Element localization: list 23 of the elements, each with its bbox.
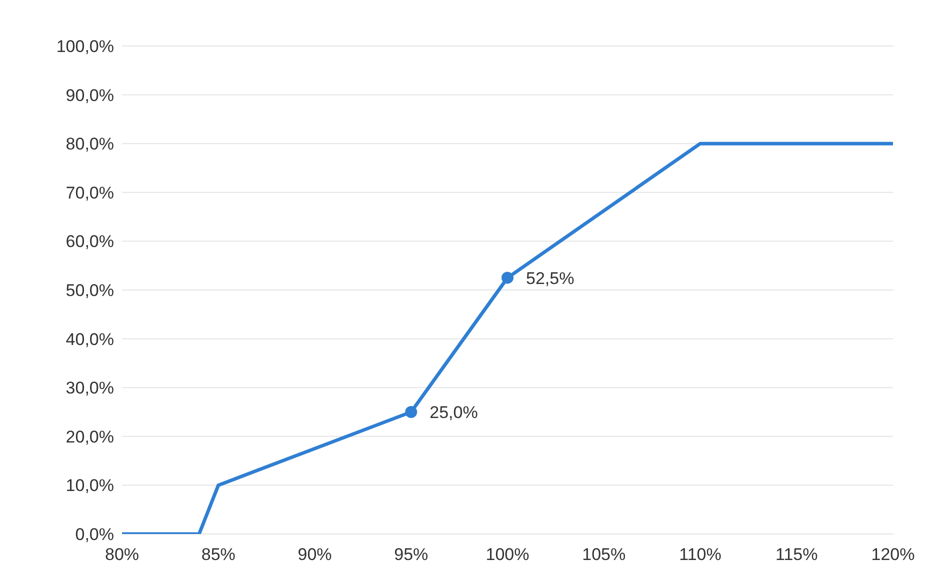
y-tick-label: 100,0%	[56, 37, 114, 56]
y-tick-label: 30,0%	[66, 378, 114, 398]
x-tick-label: 105%	[582, 545, 626, 564]
y-tick-label: 50,0%	[66, 281, 114, 300]
y-tick-label: 10,0%	[66, 476, 114, 496]
x-tick-label: 110%	[679, 545, 722, 564]
data-label: 52,5%	[526, 268, 574, 288]
y-tick-label: 90,0%	[66, 86, 114, 105]
x-tick-label: 100%	[486, 545, 530, 564]
y-tick-label: 20,0%	[66, 427, 114, 446]
y-tick-label: 80,0%	[66, 134, 114, 154]
x-tick-label: 85%	[201, 545, 236, 564]
x-tick-label: 90%	[298, 545, 332, 564]
y-tick-label: 0,0%	[75, 525, 114, 544]
y-tick-label: 60,0%	[66, 232, 114, 252]
line-series	[122, 142, 893, 534]
data-label: 25,0%	[430, 403, 478, 422]
y-tick-label: 40,0%	[66, 330, 114, 349]
x-tick-label: 115%	[776, 545, 818, 564]
x-tick-label: 80%	[104, 545, 140, 564]
x-tick-label: 120%	[871, 545, 915, 564]
y-tick-label: 70,0%	[66, 183, 114, 202]
x-tick-label: 95%	[394, 545, 428, 564]
